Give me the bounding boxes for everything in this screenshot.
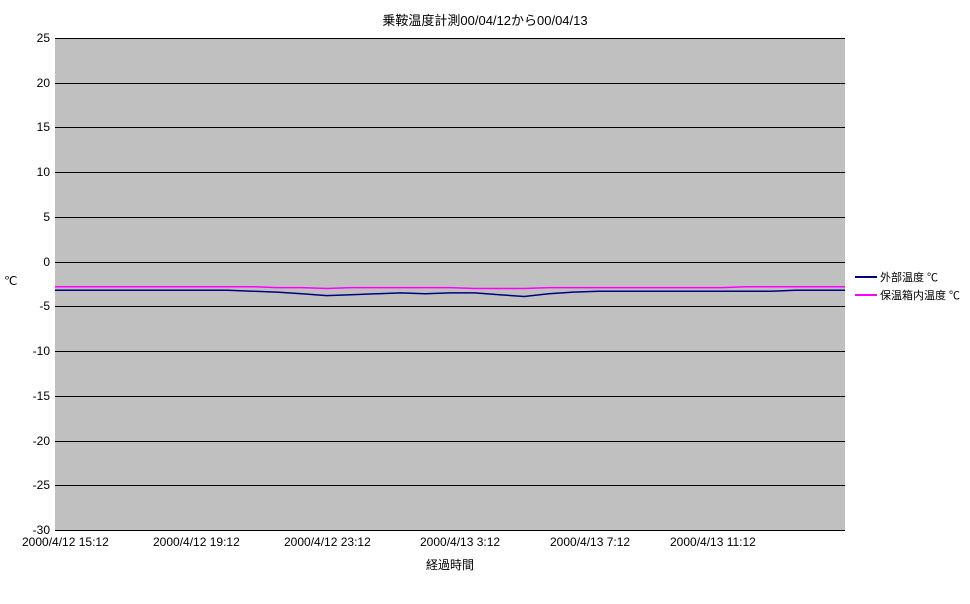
x-tick-label: 2000/4/12 23:12 bbox=[284, 535, 371, 549]
x-tick-label: 2000/4/12 15:12 bbox=[22, 535, 109, 549]
y-tick-label: -10 bbox=[10, 344, 50, 358]
y-tick-label: -15 bbox=[10, 389, 50, 403]
x-tick-label: 2000/4/13 7:12 bbox=[550, 535, 630, 549]
legend-item: 外部温度 ℃ bbox=[855, 268, 960, 286]
y-tick-label: 20 bbox=[10, 76, 50, 90]
data-line bbox=[55, 290, 845, 296]
x-axis-label: 経過時間 bbox=[0, 556, 935, 573]
y-tick-label: 25 bbox=[10, 31, 50, 45]
y-tick-label: -20 bbox=[10, 434, 50, 448]
y-tick-label: 5 bbox=[10, 210, 50, 224]
legend-swatch bbox=[855, 276, 877, 278]
x-tick-label: 2000/4/13 11:12 bbox=[670, 535, 756, 549]
chart-container: 乗鞍温度計測00/04/12から00/04/13 ℃ 25 20 15 10 5 0 -5 -… bbox=[0, 0, 970, 604]
x-tick-label: 2000/4/12 19:12 bbox=[153, 535, 240, 549]
y-tick-label: 10 bbox=[10, 165, 50, 179]
chart-title: 乗鞍温度計測00/04/12から00/04/13 bbox=[0, 10, 970, 29]
y-tick-label: 15 bbox=[10, 120, 50, 134]
y-tick-label: -5 bbox=[10, 299, 50, 313]
gridline bbox=[55, 530, 845, 531]
plot-area bbox=[55, 38, 845, 530]
legend-swatch bbox=[855, 294, 877, 296]
x-tick-label: 2000/4/13 3:12 bbox=[420, 535, 500, 549]
y-axis-label: ℃ bbox=[4, 274, 17, 288]
data-line bbox=[55, 287, 845, 289]
y-tick-label: -25 bbox=[10, 478, 50, 492]
legend-label: 保温箱内温度 ℃ bbox=[880, 287, 960, 303]
y-tick-label: 0 bbox=[10, 255, 50, 269]
legend-item: 保温箱内温度 ℃ bbox=[855, 286, 960, 304]
legend-label: 外部温度 ℃ bbox=[880, 269, 938, 285]
legend: 外部温度 ℃ 保温箱内温度 ℃ bbox=[855, 268, 960, 304]
line-series bbox=[55, 38, 845, 530]
